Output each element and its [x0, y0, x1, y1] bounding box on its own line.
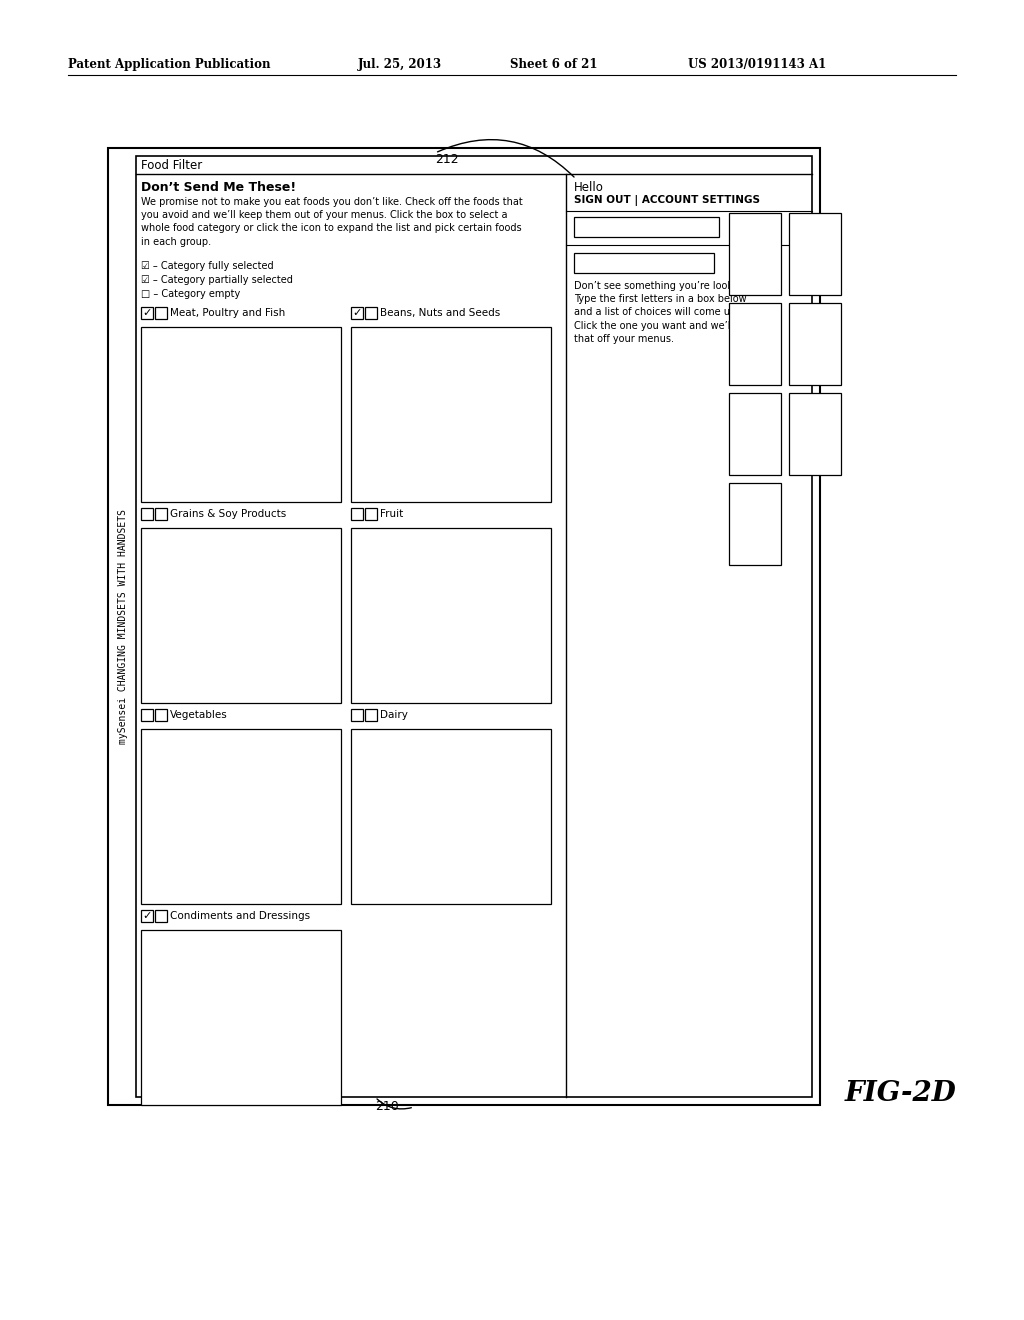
Bar: [729, 483, 781, 565]
Bar: [365, 508, 377, 520]
Text: We promise not to make you eat foods you don’t like. Check off the foods that
yo: We promise not to make you eat foods you…: [141, 197, 522, 247]
Text: Jul. 25, 2013: Jul. 25, 2013: [358, 58, 442, 71]
Bar: [141, 729, 341, 904]
Bar: [141, 528, 341, 704]
Text: Don’t Send Me These!: Don’t Send Me These!: [141, 181, 296, 194]
Text: Patent Application Publication: Patent Application Publication: [68, 58, 270, 71]
Bar: [141, 308, 153, 319]
Bar: [574, 216, 719, 238]
Bar: [108, 148, 820, 1105]
Bar: [141, 327, 341, 502]
Text: Don’t see something you’re looking for?
Type the first letters in a box below
an: Don’t see something you’re looking for? …: [574, 281, 770, 343]
Bar: [141, 508, 153, 520]
Bar: [729, 393, 781, 475]
Bar: [155, 909, 167, 921]
Bar: [155, 308, 167, 319]
Text: ☑ – Category partially selected: ☑ – Category partially selected: [141, 275, 293, 285]
Text: Meat, Poultry and Fish: Meat, Poultry and Fish: [170, 308, 286, 318]
Text: ► SAVE AND CONTINUE: ► SAVE AND CONTINUE: [589, 222, 703, 232]
Text: mySensei CHANGING MINDSETS WITH HANDSETS: mySensei CHANGING MINDSETS WITH HANDSETS: [118, 508, 128, 743]
Bar: [155, 709, 167, 721]
Text: 210: 210: [375, 1100, 398, 1113]
Bar: [790, 213, 841, 294]
Bar: [351, 508, 362, 520]
Text: ✓: ✓: [142, 911, 152, 921]
Text: Grains & Soy Products: Grains & Soy Products: [170, 510, 287, 519]
Bar: [351, 709, 362, 721]
Bar: [136, 156, 812, 1097]
Bar: [790, 304, 841, 385]
Text: Beans, Nuts and Seeds: Beans, Nuts and Seeds: [380, 308, 501, 318]
Bar: [155, 508, 167, 520]
Bar: [141, 709, 153, 721]
Bar: [790, 393, 841, 475]
Text: ☑ – Category fully selected: ☑ – Category fully selected: [141, 261, 273, 271]
Bar: [141, 909, 153, 921]
FancyArrowPatch shape: [437, 140, 574, 177]
Text: ✓: ✓: [352, 308, 361, 318]
Bar: [351, 308, 362, 319]
Text: Dairy: Dairy: [380, 710, 408, 719]
Bar: [729, 304, 781, 385]
Text: Condiments and Dressings: Condiments and Dressings: [170, 911, 310, 921]
Bar: [351, 327, 551, 502]
Text: 212: 212: [435, 153, 459, 166]
Text: Hello: Hello: [574, 181, 604, 194]
Text: ✓: ✓: [142, 308, 152, 318]
Text: SIGN OUT | ACCOUNT SETTINGS: SIGN OUT | ACCOUNT SETTINGS: [574, 195, 760, 206]
Bar: [141, 931, 341, 1105]
Text: □ – Category empty: □ – Category empty: [141, 289, 241, 300]
Bar: [351, 528, 551, 704]
Bar: [365, 308, 377, 319]
Text: Fruit: Fruit: [380, 510, 403, 519]
Text: Vegetables: Vegetables: [170, 710, 227, 719]
Text: Food Filter: Food Filter: [141, 158, 203, 172]
Bar: [351, 729, 551, 904]
Text: Other Foods or Dishes: Other Foods or Dishes: [590, 257, 698, 268]
Text: US 2013/0191143 A1: US 2013/0191143 A1: [688, 58, 826, 71]
FancyArrowPatch shape: [377, 1100, 412, 1109]
Text: Sheet 6 of 21: Sheet 6 of 21: [510, 58, 597, 71]
Bar: [365, 709, 377, 721]
Bar: [729, 213, 781, 294]
Text: FIG-2D: FIG-2D: [845, 1080, 956, 1107]
Bar: [574, 253, 714, 273]
